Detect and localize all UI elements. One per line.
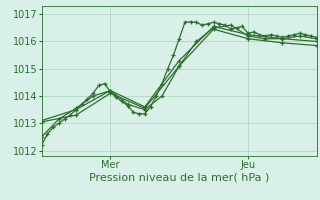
X-axis label: Pression niveau de la mer( hPa ): Pression niveau de la mer( hPa )	[89, 173, 269, 183]
